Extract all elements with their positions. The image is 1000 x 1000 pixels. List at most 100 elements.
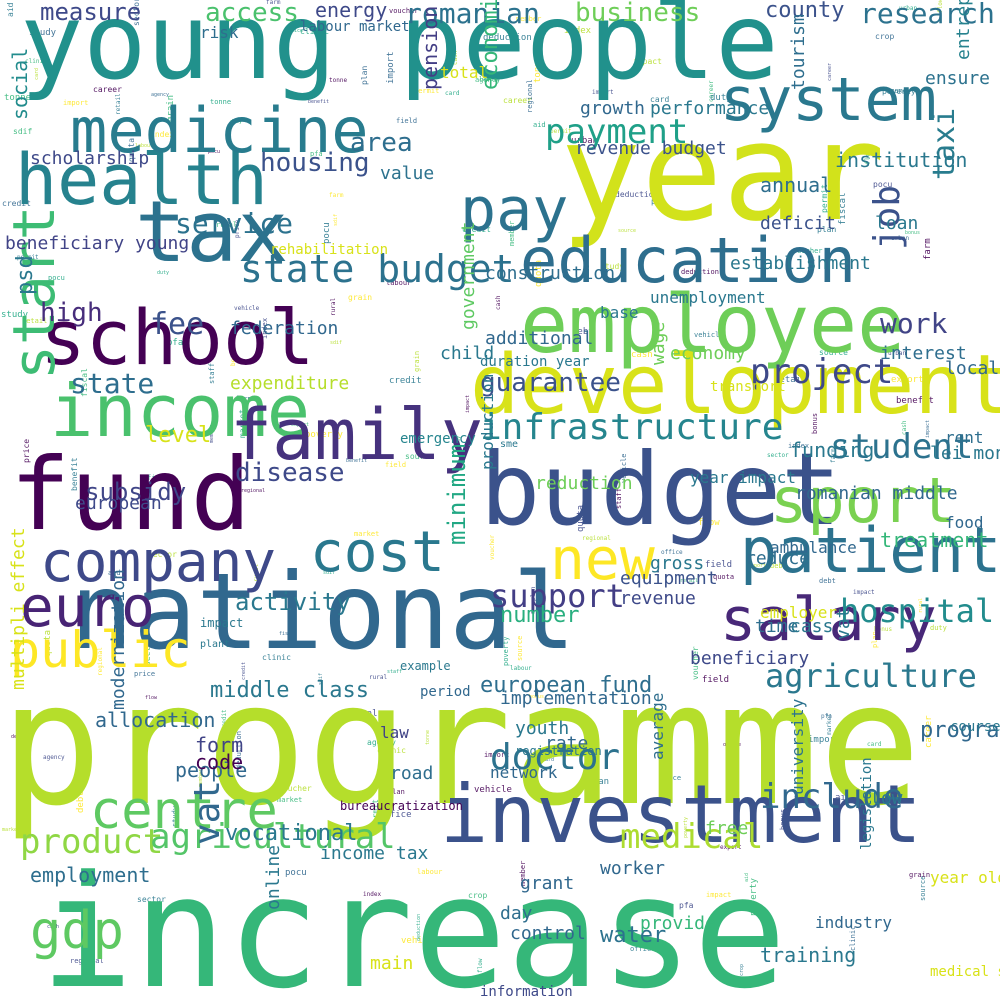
cloud-word: government	[458, 221, 479, 330]
filler-word: source	[919, 875, 927, 901]
filler-word: impact	[706, 891, 732, 899]
cloud-word: entrepreneurship	[953, 0, 974, 60]
cloud-word: modernization	[108, 569, 129, 710]
cloud-word: additional	[485, 328, 594, 349]
filler-word: agency	[43, 754, 65, 761]
cloud-word: hospital	[840, 592, 995, 630]
cloud-word: centre	[90, 781, 278, 841]
cloud-word: example	[400, 659, 451, 673]
filler-word: voucher	[793, 247, 823, 255]
cloud-word: reduction	[535, 473, 633, 494]
cloud-word: vat	[833, 607, 854, 640]
cloud-word: national	[70, 551, 576, 673]
cloud-word: disease	[235, 458, 345, 488]
cloud-word: euro	[20, 575, 155, 640]
cloud-word: training	[760, 943, 857, 967]
cloud-word: employment	[30, 863, 151, 887]
cloud-word: minimum	[443, 443, 471, 545]
cloud-word: registration	[515, 744, 602, 758]
filler-word: tonne	[329, 77, 348, 84]
cloud-word: growth	[580, 98, 646, 119]
cloud-word: year	[560, 94, 886, 251]
cloud-word: sme	[500, 439, 519, 450]
cloud-word: vocational	[225, 821, 358, 846]
cloud-word: legislation	[859, 757, 875, 850]
cloud-word: work	[880, 307, 948, 340]
cloud-word: youth	[515, 718, 570, 739]
cloud-word: deficit	[760, 213, 836, 234]
filler-word: office	[285, 28, 304, 34]
filler-word: sector	[148, 550, 177, 559]
cloud-word: education	[520, 224, 856, 297]
filler-word: import	[808, 735, 841, 745]
cloud-word: level	[145, 423, 212, 448]
cloud-word: road	[390, 763, 434, 784]
cloud-word: service	[175, 207, 294, 240]
cloud-word: worker	[600, 858, 666, 879]
cloud-word: network	[490, 763, 558, 782]
filler-word: permit	[414, 87, 440, 95]
filler-word: debt	[11, 734, 24, 740]
filler-word: pocu	[322, 222, 332, 244]
cloud-word: performance	[650, 98, 770, 119]
cloud-word: fee	[150, 307, 205, 342]
cloud-word: form	[195, 733, 244, 757]
filler-word: urban	[888, 350, 907, 357]
cloud-word: main	[370, 953, 414, 974]
cloud-word: labour market	[300, 19, 410, 35]
cloud-word: psd	[13, 255, 38, 295]
cloud-word: lei month	[930, 443, 1000, 464]
filler-word: credit	[462, 225, 491, 234]
filler-word: credit	[2, 199, 31, 208]
cloud-word: activity	[235, 588, 351, 616]
filler-word: card	[542, 757, 555, 763]
filler-word: aid	[6, 2, 15, 17]
filler-word: study	[600, 262, 625, 271]
filler-word: sdif	[333, 213, 339, 226]
filler-word: field	[385, 461, 407, 469]
cloud-word: control	[510, 923, 586, 944]
cloud-word: development	[470, 338, 1000, 433]
filler-word: clinic	[300, 27, 329, 36]
filler-word: fiscal	[147, 474, 173, 482]
cloud-word: grant	[520, 873, 575, 894]
cloud-word: energy	[315, 0, 388, 22]
cloud-word: patient	[740, 514, 1000, 587]
cloud-word: annual	[760, 173, 833, 197]
cloud-word: water	[600, 923, 667, 948]
filler-word: pfa	[167, 338, 184, 348]
filler-word: agency	[475, 76, 501, 84]
cloud-word: increase	[40, 842, 787, 1000]
cloud-word: course	[950, 719, 1000, 735]
cloud-word: company	[40, 530, 277, 595]
cloud-word: programme	[0, 646, 922, 844]
filler-word: plan	[817, 225, 837, 234]
filler-word: index	[150, 130, 175, 139]
filler-word: staff	[794, 795, 810, 801]
filler-word: export	[291, 422, 310, 428]
filler-word: duty	[710, 93, 732, 103]
cloud-word: vat	[187, 779, 228, 845]
cloud-word: interest	[880, 343, 967, 364]
filler-word: urban	[571, 136, 599, 146]
cloud-word: medicine	[70, 94, 369, 167]
cloud-word: year impact	[690, 468, 796, 487]
filler-word: vehicle	[694, 331, 724, 339]
filler-word: agency	[151, 92, 170, 98]
filler-word: price	[134, 670, 156, 678]
cloud-word: code	[195, 750, 244, 774]
filler-word: rural	[369, 674, 388, 681]
cloud-word: payment	[545, 112, 689, 152]
filler-word: card	[650, 95, 670, 104]
filler-word: clinic	[262, 653, 291, 662]
filler-word: clinic	[377, 746, 406, 755]
filler-word: aid	[533, 121, 546, 129]
filler-word: field	[396, 117, 418, 125]
filler-word: cash	[495, 295, 502, 310]
cloud-word: beneficiary young	[5, 233, 190, 254]
filler-word: labour	[510, 665, 532, 672]
filler-word: rural	[216, 221, 238, 229]
filler-word: sdif	[323, 570, 336, 576]
filler-word: deduction	[681, 268, 719, 276]
